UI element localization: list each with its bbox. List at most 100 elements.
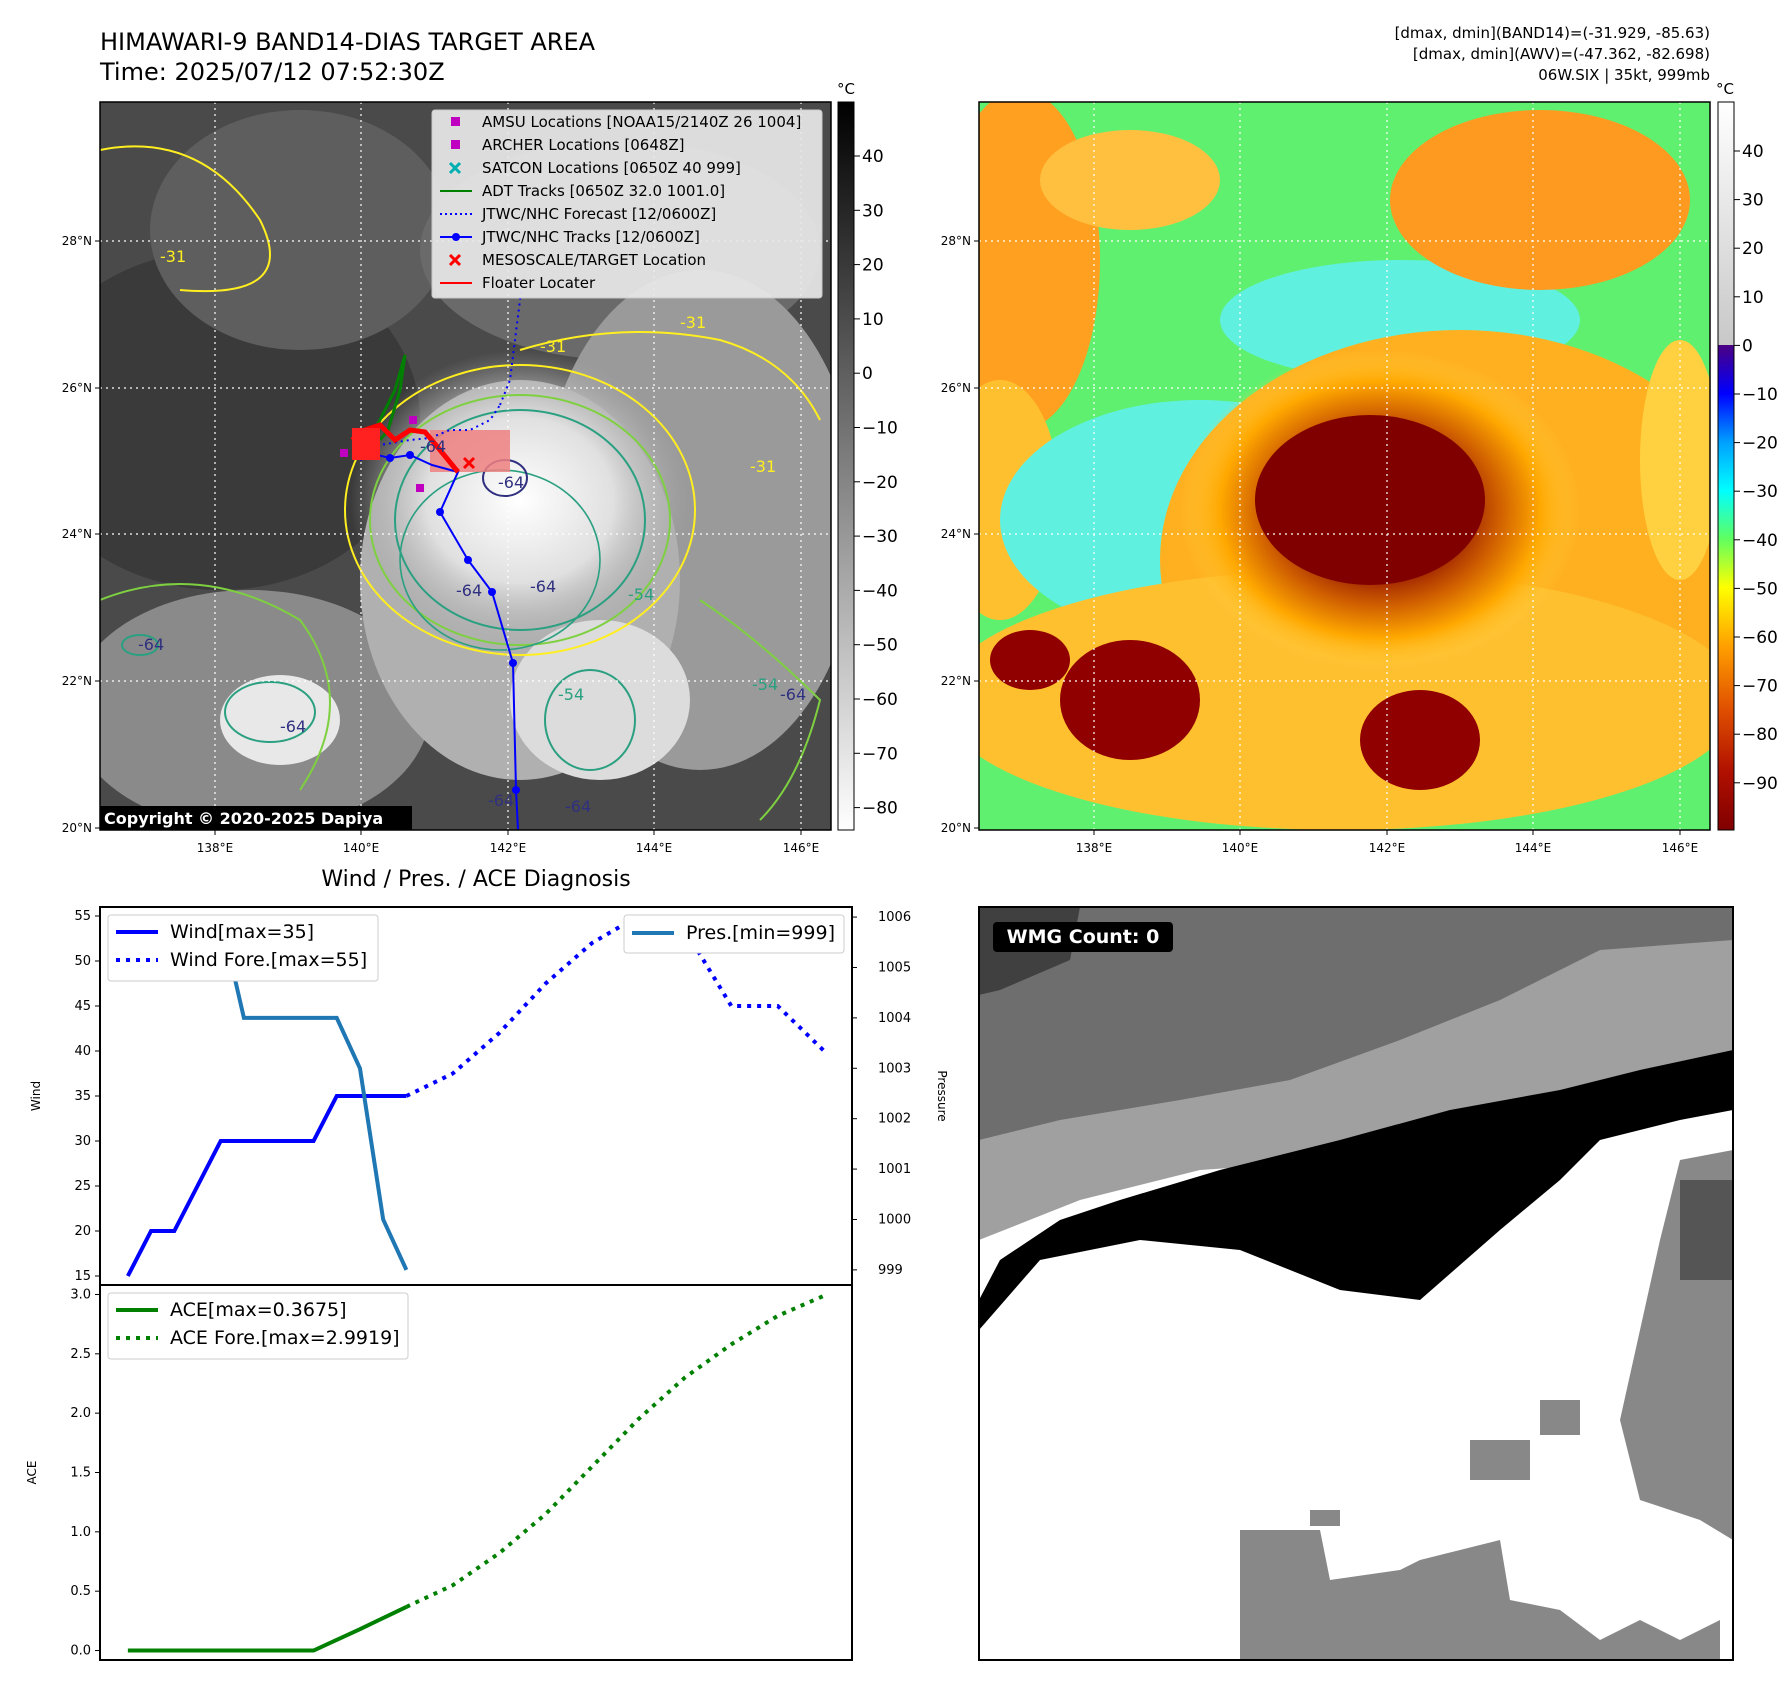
lat-label: 26°N — [62, 381, 92, 395]
colorbar-gray: °C 40 30 20 10 0 −10 −20 −30 −40 −50 −60 −70 −80 — [837, 80, 898, 831]
contour-label: -64 — [565, 797, 591, 816]
pressure-legend: Pres.[min=999] — [623, 914, 845, 954]
lon-label: 144°E — [1515, 841, 1552, 855]
wind-tick-label: 50 — [74, 954, 91, 969]
colorbar-color-tick: −90 — [1742, 774, 1778, 794]
map-legend-label: MESOSCALE/TARGET Location — [482, 251, 706, 269]
legend-square-marker — [451, 140, 460, 149]
colorbar-color-tick: −60 — [1742, 628, 1778, 648]
lat-label: 24°N — [62, 527, 92, 541]
colorbar-color-tick: 20 — [1742, 239, 1764, 259]
colorbar-gray-tick: −30 — [862, 527, 898, 547]
contour-label: -64 — [456, 581, 482, 600]
contour-label: -31 — [680, 313, 706, 332]
ace-legend-label: ACE[max=0.3675] — [170, 1299, 347, 1321]
pressure-tick-label: 1004 — [878, 1011, 911, 1026]
lon-label: 138°E — [197, 841, 234, 855]
colorbar-color: °C 40 30 20 10 0 −10 −20 −30 −40 −50 −60 −70 −80 −90 — [1716, 80, 1778, 831]
ace-tick-label: 1.0 — [70, 1525, 91, 1540]
pressure-tick-label: 1003 — [878, 1061, 911, 1076]
ace-axis-label: ACE — [25, 1461, 39, 1485]
colorbar-gray-tick: 40 — [862, 147, 884, 167]
wind-tick-label: 45 — [74, 999, 91, 1014]
map-legend-label: JTWC/NHC Forecast [12/0600Z] — [481, 205, 716, 223]
map-legend-item: JTWC/NHC Forecast [12/0600Z] — [440, 205, 716, 223]
ace-tick-label: 2.0 — [70, 1406, 91, 1421]
pressure-tick-label: 1001 — [878, 1162, 911, 1177]
diagnosis-chart-title: Wind / Pres. / ACE Diagnosis — [321, 867, 630, 892]
colorbar-color-tick: −50 — [1742, 579, 1778, 599]
contour-label: -54 — [558, 685, 584, 704]
lon-label: 142°E — [1369, 841, 1406, 855]
ace-tick-label: 2.5 — [70, 1347, 91, 1362]
colorbar-gray-tick: −10 — [862, 419, 898, 439]
copyright-text: Copyright © 2020-2025 Dapiya — [104, 809, 383, 828]
figure-title: HIMAWARI-9 BAND14-DIAS TARGET AREA — [100, 28, 596, 56]
map-axis-labels-left: 28°N 26°N 24°N 22°N 20°N 138°E 140°E 142°E 144°E… — [62, 234, 820, 855]
figure-time: Time: 2025/07/12 07:52:30Z — [99, 58, 445, 86]
wmg-panel: WMG Count: 0 — [978, 906, 1734, 1661]
contour-labels: -31-31-31-31-54-54-54-64-64-64 -64-64-64-… — [138, 247, 806, 816]
legend-dot-marker — [452, 233, 460, 241]
contour-label: -31 — [750, 457, 776, 476]
lat-label: 22°N — [62, 674, 92, 688]
colorbar-color-tick: 0 — [1742, 336, 1753, 356]
lat-label: 20°N — [62, 821, 92, 835]
info-awv: [dmax, dmin](AWV)=(-47.362, -82.698) — [1413, 45, 1710, 63]
pressure-tick-label: 1002 — [878, 1112, 911, 1127]
map-legend: AMSU Locations [NOAA15/2140Z 26 1004] ARC… — [431, 109, 823, 299]
colorbar-color-tick: 40 — [1742, 142, 1764, 162]
colorbar-gray-tick: −80 — [862, 799, 898, 819]
lon-label: 138°E — [1076, 841, 1113, 855]
info-storm: 06W.SIX | 35kt, 999mb — [1538, 66, 1710, 84]
colorbar-gray-tick: −60 — [862, 690, 898, 710]
wind-tick-label: 30 — [74, 1134, 91, 1149]
contour-label: -64 — [498, 473, 524, 492]
colorbar-color-unit: °C — [1716, 80, 1734, 98]
lon-label: 140°E — [343, 841, 380, 855]
colorbar-color-tick: 30 — [1742, 191, 1764, 211]
map-axis-labels-right: 28°N 26°N 24°N 22°N 20°N 138°E 140°E 142°E 144°E… — [941, 234, 1699, 855]
colorbar-gray-tick: −50 — [862, 636, 898, 656]
ace-tick-label: 1.5 — [70, 1466, 91, 1481]
lat-label: 24°N — [941, 527, 971, 541]
wind-pressure-chart: 15 20 25 30 35 40 45 50 55 999 1000 1001 1002 1003 100… — [29, 906, 949, 1286]
wind-tick-label: 35 — [74, 1089, 91, 1104]
map-legend-item: MESOSCALE/TARGET Location — [448, 251, 706, 269]
contour-label: -64 — [420, 437, 446, 456]
ace-tick-label: 0.0 — [70, 1644, 91, 1659]
contour-label: -54 — [752, 675, 778, 694]
colorbar-gray-tick: 30 — [862, 201, 884, 221]
legend-square-marker — [451, 117, 460, 126]
ace-legend: ACE[max=0.3675] ACE Fore.[max=2.9919] — [107, 1292, 409, 1360]
ace-tick-label: 0.5 — [70, 1584, 91, 1599]
colorbar-gray-tick: −70 — [862, 744, 898, 764]
map-legend-label: ADT Tracks [0650Z 32.0 1001.0] — [482, 182, 725, 200]
pressure-tick-label: 1000 — [878, 1212, 911, 1227]
series-line-1 — [405, 913, 826, 1098]
contour-label: -64 — [280, 717, 306, 736]
colorbar-color-tick: −10 — [1742, 385, 1778, 405]
info-band14: [dmax, dmin](BAND14)=(-31.929, -85.63) — [1395, 24, 1710, 42]
lat-label: 26°N — [941, 381, 971, 395]
map-legend-item: SATCON Locations [0650Z 40 999] — [448, 159, 741, 177]
wind-tick-label: 40 — [74, 1044, 91, 1059]
ace-legend-label: ACE Fore.[max=2.9919] — [170, 1327, 400, 1349]
contour-label: -54 — [628, 585, 654, 604]
map-legend-item: JTWC/NHC Tracks [12/0600Z] — [440, 228, 700, 246]
map-legend-item: ARCHER Locations [0648Z] — [451, 136, 685, 154]
map-legend-label: Floater Locater — [482, 274, 596, 292]
ir-map-color — [978, 101, 1711, 831]
lon-label: 146°E — [783, 841, 820, 855]
map-legend-label: ARCHER Locations [0648Z] — [482, 136, 685, 154]
lat-label: 22°N — [941, 674, 971, 688]
colorbar-color-tick: −20 — [1742, 434, 1778, 454]
colorbar-gray-tick: −20 — [862, 473, 898, 493]
ace-tick-label: 3.0 — [70, 1287, 91, 1302]
legend-x-marker — [448, 253, 462, 267]
lat-label: 20°N — [941, 821, 971, 835]
wind-tick-label: 20 — [74, 1224, 91, 1239]
wind-legend-label: Wind Fore.[max=55] — [170, 949, 367, 971]
pressure-tick-label: 1005 — [878, 960, 911, 975]
